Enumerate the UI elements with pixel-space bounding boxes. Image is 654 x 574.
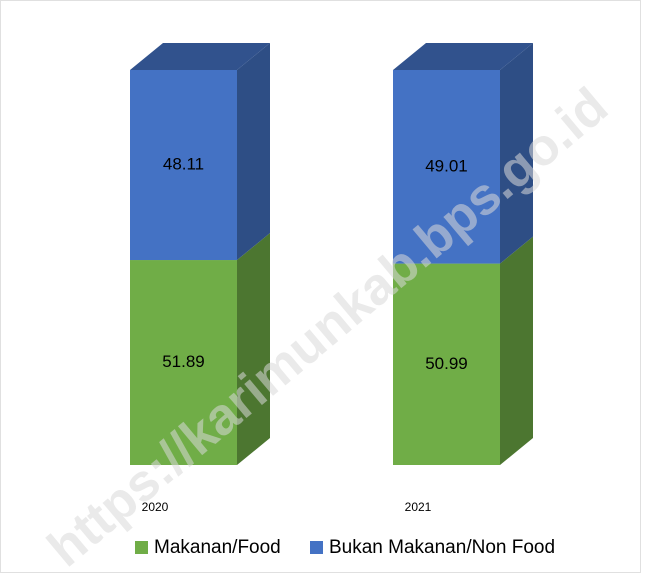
data-label: 51.89 [162, 352, 205, 371]
bar-side [237, 43, 270, 261]
data-label: 49.01 [425, 156, 468, 175]
bar-front [130, 70, 237, 261]
bar-segment [393, 43, 533, 264]
data-label: 48.11 [163, 155, 204, 174]
bar-side [237, 233, 270, 465]
bar-segment [130, 43, 270, 261]
bar-side [500, 236, 533, 465]
bar-front [393, 70, 500, 264]
bar-top [393, 43, 533, 70]
legend-swatch [135, 541, 148, 554]
bar-side [500, 43, 533, 264]
bar-front [130, 260, 237, 465]
legend-swatch [310, 541, 323, 554]
x-tick-label: 2020 [142, 500, 169, 514]
x-tick-label: 2021 [405, 500, 432, 514]
chart-frame [0, 0, 641, 573]
bar-segment [130, 233, 270, 465]
data-label: 50.99 [425, 354, 468, 373]
bar-segment [393, 236, 533, 465]
legend-label: Bukan Makanan/Non Food [329, 537, 555, 558]
bar-front [393, 263, 500, 465]
legend-label: Makanan/Food [154, 537, 281, 558]
bar-top [130, 43, 270, 70]
